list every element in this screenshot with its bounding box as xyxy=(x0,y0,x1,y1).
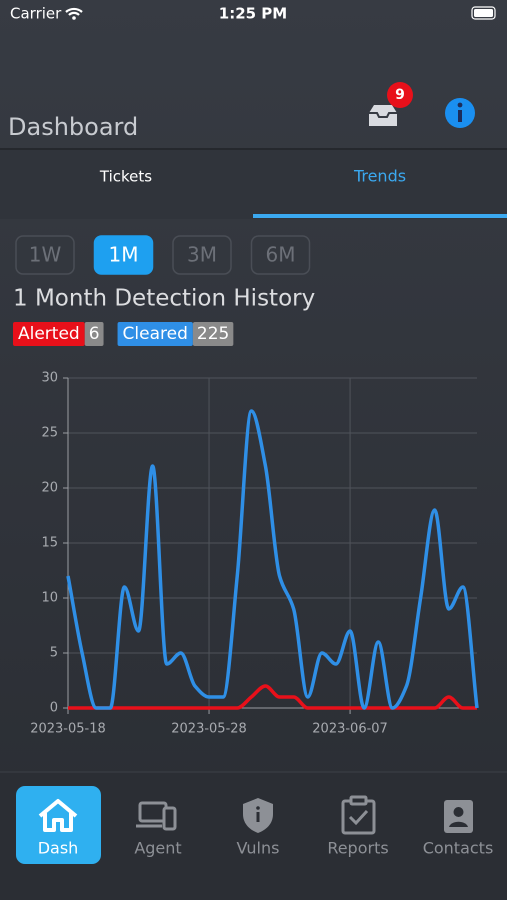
carrier: Carrier xyxy=(10,5,62,23)
y-tick-label: 15 xyxy=(41,536,58,551)
tab-strip xyxy=(0,149,507,219)
badge-count: 9 xyxy=(395,87,405,103)
nav-active-bg xyxy=(16,786,101,864)
battery xyxy=(471,6,496,20)
y-tick-label: 20 xyxy=(41,481,58,496)
wifi-icon xyxy=(65,7,83,16)
reports-check xyxy=(348,809,369,826)
clock: 1:25 PM xyxy=(219,5,287,23)
wifi-dot xyxy=(72,16,76,20)
x-tick-label: 2023-06-07 xyxy=(312,722,388,737)
range-button[interactable] xyxy=(172,235,232,275)
legend-chip xyxy=(117,322,193,346)
legend-chip xyxy=(13,322,85,346)
legend-count: 225 xyxy=(197,324,229,344)
nav-label[interactable]: Reports xyxy=(327,839,388,858)
agent-phone xyxy=(162,806,177,831)
inbox-button[interactable]: 9 xyxy=(369,82,413,126)
legend-label: Alerted xyxy=(18,324,80,344)
page-title: Dashboard xyxy=(8,113,138,141)
info-stem xyxy=(458,110,462,122)
legend-label: Cleared xyxy=(123,324,188,344)
chart-title: 1 Month Detection History xyxy=(13,286,315,312)
nav-label[interactable]: Vulns xyxy=(237,839,280,858)
nav-label[interactable]: Contacts xyxy=(423,839,494,858)
y-tick-label: 30 xyxy=(41,371,58,386)
x-tick-label: 2023-05-18 xyxy=(30,722,106,737)
home-icon xyxy=(38,799,78,832)
y-tick-label: 10 xyxy=(41,591,58,606)
series-line xyxy=(66,409,479,710)
info-button[interactable] xyxy=(445,98,475,128)
tab-indicator xyxy=(253,214,507,218)
contacts-head xyxy=(453,807,464,817)
range-label: 3M xyxy=(187,243,217,267)
vulns-mark xyxy=(256,812,260,822)
series-line xyxy=(67,684,477,710)
y-tick-label: 5 xyxy=(50,646,58,661)
nav-label[interactable]: Agent xyxy=(134,839,181,858)
inbox-slot xyxy=(369,112,397,118)
tab-active[interactable]: Trends xyxy=(353,167,406,186)
battery-level xyxy=(474,9,493,17)
legend-count-box xyxy=(192,322,234,346)
nav-label[interactable]: Dash xyxy=(38,839,79,858)
badge xyxy=(387,82,413,108)
info-dot xyxy=(457,102,463,108)
contacts-body xyxy=(449,821,468,827)
reports-clip xyxy=(349,795,368,806)
vulns-dot xyxy=(256,806,260,810)
legend-count-box xyxy=(84,322,104,346)
x-tick-label: 2023-05-28 xyxy=(171,722,247,737)
range-label: 1W xyxy=(29,243,62,267)
range-button[interactable] xyxy=(250,235,311,275)
range-button[interactable] xyxy=(15,235,75,275)
range-label: 6M xyxy=(266,243,296,267)
y-tick-label: 0 xyxy=(50,701,58,716)
range-label: 1M xyxy=(109,243,139,267)
inbox-icon xyxy=(369,105,397,126)
legend-count: 6 xyxy=(89,324,100,344)
y-tick-label: 25 xyxy=(41,426,58,441)
range-button[interactable] xyxy=(93,235,154,275)
tab[interactable]: Tickets xyxy=(99,168,152,186)
